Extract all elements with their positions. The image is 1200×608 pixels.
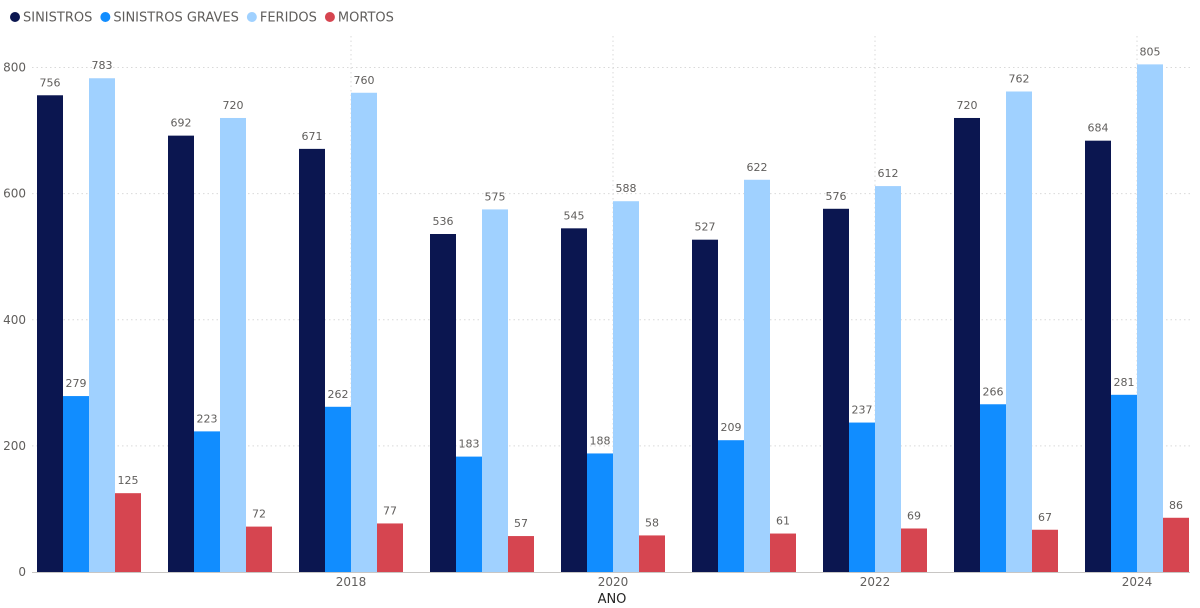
data-label-mortos-2022: 69 — [907, 509, 921, 522]
bar-sinistros-2016 — [37, 95, 63, 572]
bar-sinistros-graves-2017 — [194, 431, 220, 572]
x-tick-label: 2024 — [1122, 575, 1153, 589]
legend-marker-sinistros-graves — [100, 12, 111, 22]
legend-label-mortos: MORTOS — [338, 11, 394, 26]
data-label-sinistros-2023: 720 — [957, 99, 978, 112]
bar-sinistros-graves-2019 — [456, 456, 482, 572]
data-label-sinistros-graves-2021: 209 — [721, 421, 742, 434]
y-tick-label: 800 — [3, 61, 26, 75]
bars — [37, 64, 1189, 573]
bar-feridos-2020 — [613, 201, 639, 572]
data-label-feridos-2017: 720 — [223, 99, 244, 112]
data-label-mortos-2020: 58 — [645, 516, 659, 529]
data-label-mortos-2021: 61 — [776, 515, 790, 528]
data-label-feridos-2020: 588 — [616, 182, 637, 195]
legend-label-feridos: FERIDOS — [260, 11, 317, 26]
y-tick-label: 400 — [3, 313, 26, 327]
bar-sinistros-2024 — [1085, 140, 1111, 572]
data-label-feridos-2023: 762 — [1009, 72, 1030, 85]
y-tick-label: 200 — [3, 439, 26, 453]
data-label-sinistros-2018: 671 — [302, 130, 323, 143]
data-label-feridos-2019: 575 — [485, 190, 506, 203]
data-label-mortos-2018: 77 — [383, 504, 397, 517]
data-label-mortos-2023: 67 — [1038, 511, 1052, 524]
bar-mortos-2016 — [115, 493, 141, 572]
bar-mortos-2018 — [377, 523, 403, 572]
legend: SINISTROS SINISTROS GRAVES FERIDOS MORTOS — [10, 11, 394, 26]
bar-sinistros-2020 — [561, 228, 587, 572]
data-label-feridos-2021: 622 — [747, 161, 768, 174]
legend-marker-sinistros — [10, 12, 20, 22]
data-label-sinistros-graves-2018: 262 — [328, 388, 349, 401]
bar-sinistros-2021 — [692, 239, 718, 572]
bar-mortos-2019 — [508, 536, 534, 572]
data-label-sinistros-graves-2019: 183 — [459, 438, 480, 451]
data-label-sinistros-graves-2020: 188 — [590, 434, 611, 447]
legend-label-sinistros: SINISTROS — [23, 11, 92, 26]
bar-mortos-2022 — [901, 528, 927, 572]
data-label-sinistros-graves-2023: 266 — [983, 385, 1004, 398]
data-label-sinistros-2016: 756 — [40, 76, 61, 89]
bar-mortos-2024 — [1163, 517, 1189, 572]
bar-sinistros-2018 — [299, 148, 325, 572]
bar-sinistros-2017 — [168, 135, 194, 572]
y-tick-label: 0 — [18, 565, 26, 579]
x-tick-label: 2020 — [598, 575, 629, 589]
y-axis-ticks: 0 200 400 600 800 — [3, 61, 26, 579]
data-label-sinistros-graves-2022: 237 — [852, 404, 873, 417]
data-label-sinistros-2022: 576 — [826, 190, 847, 203]
legend-marker-mortos — [324, 12, 335, 22]
data-label-feridos-2018: 760 — [354, 74, 375, 87]
bar-sinistros-graves-2020 — [587, 453, 613, 572]
data-label-feridos-2016: 783 — [92, 59, 113, 72]
x-axis-ticks: 2018 2020 2022 2024 — [336, 575, 1153, 589]
bar-feridos-2019 — [482, 209, 508, 573]
bar-sinistros-2019 — [430, 234, 456, 572]
data-label-feridos-2022: 612 — [878, 167, 899, 180]
bar-feridos-2023 — [1006, 91, 1032, 573]
data-label-mortos-2016: 125 — [118, 474, 139, 487]
data-label-sinistros-graves-2016: 279 — [66, 377, 87, 390]
data-label-sinistros-2024: 684 — [1088, 122, 1109, 135]
bar-feridos-2018 — [351, 92, 377, 573]
bar-feridos-2024 — [1137, 64, 1163, 573]
legend-marker-feridos — [246, 12, 257, 22]
bar-feridos-2017 — [220, 117, 246, 572]
data-label-mortos-2024: 86 — [1169, 499, 1183, 512]
bar-sinistros-graves-2021 — [718, 440, 744, 572]
bar-sinistros-graves-2023 — [980, 404, 1006, 572]
bar-sinistros-2023 — [954, 117, 980, 572]
bar-feridos-2021 — [744, 179, 770, 573]
bar-mortos-2023 — [1032, 529, 1058, 572]
bar-mortos-2020 — [639, 535, 665, 572]
x-axis-title: ANO — [598, 592, 627, 607]
data-label-sinistros-2021: 527 — [695, 221, 716, 234]
bar-sinistros-2022 — [823, 208, 849, 572]
data-label-feridos-2024: 805 — [1140, 45, 1161, 58]
data-label-sinistros-2020: 545 — [564, 209, 585, 222]
data-label-sinistros-graves-2024: 281 — [1114, 376, 1135, 389]
data-label-sinistros-2019: 536 — [433, 215, 454, 228]
data-label-mortos-2019: 57 — [514, 517, 528, 530]
data-label-mortos-2017: 72 — [252, 508, 266, 521]
bar-mortos-2021 — [770, 533, 796, 572]
bar-feridos-2016 — [89, 78, 115, 572]
bar-sinistros-graves-2016 — [63, 396, 89, 572]
data-label-sinistros-2017: 692 — [171, 117, 192, 130]
bar-feridos-2022 — [875, 186, 901, 572]
bar-sinistros-graves-2022 — [849, 422, 875, 572]
x-tick-label: 2022 — [860, 575, 891, 589]
bar-sinistros-graves-2018 — [325, 406, 351, 572]
data-label-sinistros-graves-2017: 223 — [197, 412, 218, 425]
bar-mortos-2017 — [246, 526, 272, 572]
bar-sinistros-graves-2024 — [1111, 394, 1137, 572]
legend-label-sinistros-graves: SINISTROS GRAVES — [113, 11, 239, 26]
y-tick-label: 600 — [3, 187, 26, 201]
data-labels: 756 279 783 125 692 223 720 72 671 262 760 77 536 183… — [40, 45, 1184, 530]
x-tick-label: 2018 — [336, 575, 367, 589]
